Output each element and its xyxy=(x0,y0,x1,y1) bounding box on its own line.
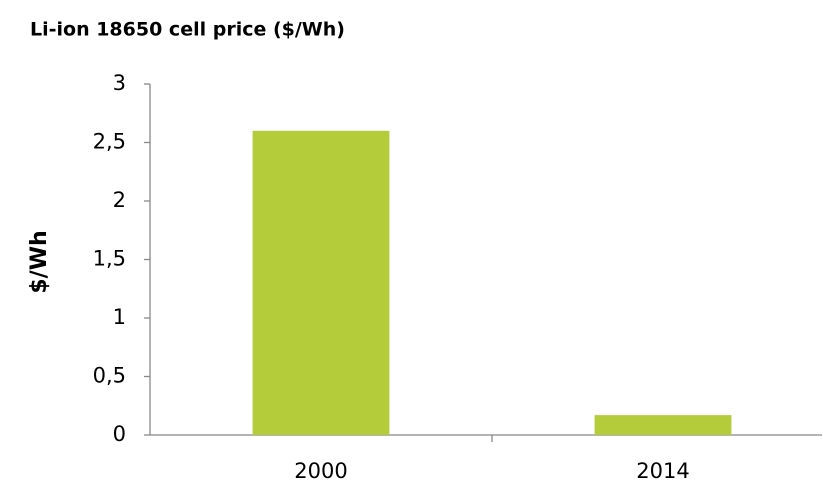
y-tick-label: 1 xyxy=(113,305,126,329)
x-tick-label: 2000 xyxy=(294,459,347,483)
y-tick-label: 1,5 xyxy=(93,247,126,271)
chart-title: Li-ion 18650 cell price ($/Wh) xyxy=(30,19,345,41)
y-tick-label: 0 xyxy=(113,422,126,446)
bar xyxy=(594,415,732,435)
y-tick-label: 3 xyxy=(113,71,126,95)
y-axis-label: $/Wh xyxy=(27,230,52,293)
y-tick-label: 0,5 xyxy=(93,364,126,388)
y-tick-label: 2,5 xyxy=(93,130,126,154)
bar xyxy=(252,130,390,436)
x-tick-label: 2014 xyxy=(636,459,689,483)
y-tick-label: 2 xyxy=(113,188,126,212)
